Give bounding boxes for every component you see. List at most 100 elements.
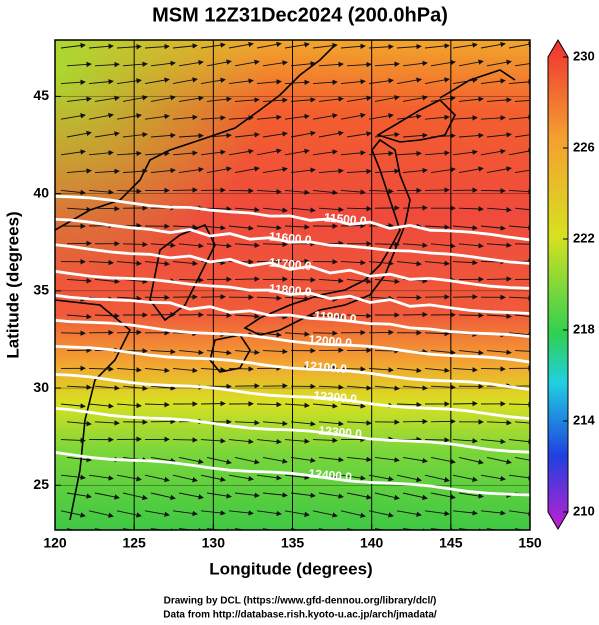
wind-arrow [452,42,478,49]
wind-arrow [284,331,310,337]
wind-arrow [172,150,198,156]
wind-arrow [318,384,344,390]
wind-arrow [508,224,530,231]
wind-arrow [66,420,92,427]
wind-arrow [346,492,372,500]
coastline [149,223,216,322]
wind-arrow [396,510,422,517]
wind-arrow [402,492,428,501]
wind-arrow [374,132,400,138]
wind-arrow [486,242,512,248]
wind-arrow [234,492,260,498]
wind-arrow [318,492,344,499]
wind-arrow [340,43,366,50]
wind-arrow [150,167,176,174]
wind-arrow [234,419,260,426]
wind-arrow [262,348,288,355]
wind-arrow [60,149,86,156]
contour-label: 11500.0 [323,210,367,228]
wind-arrow [284,224,310,230]
wind-arrow [256,332,282,338]
wind-arrow [94,420,120,426]
wind-arrow [94,492,120,500]
wind-arrow [284,438,310,444]
wind-arrow [116,113,142,120]
wind-arrow [290,456,316,463]
wind-arrow [374,61,400,67]
wind-arrow [346,313,372,319]
wind-arrow [318,420,344,427]
wind-arrow [284,510,310,517]
wind-arrow [116,474,142,482]
wind-arrow [94,95,120,102]
wind-arrow [206,349,232,356]
wind-arrow [424,510,450,517]
wind-arrow [508,41,530,49]
wind-arrow [60,42,86,49]
wind-arrow [234,528,260,530]
wind-arrow [262,492,288,498]
wind-arrow [172,260,198,267]
wind-arrow [402,528,428,530]
wind-arrow [368,510,394,518]
wind-arrow [458,456,484,465]
wind-arrow [94,205,120,212]
contour-label: 12300.0 [318,423,363,441]
wind-arrow [144,367,170,374]
wind-arrow [116,260,142,267]
wind-arrow [178,349,204,356]
wind-arrow [480,225,506,231]
wind-arrow [262,207,288,213]
wind-arrow [94,313,120,319]
wind-arrow [508,438,530,445]
coastline [376,99,456,143]
wind-arrow [172,114,198,121]
wind-arrow [116,188,142,194]
wind-arrow [206,243,232,249]
wind-arrow [486,313,512,319]
contour-line [55,373,530,420]
credit-line: Data from http://database.rish.kyoto-u.a… [163,610,437,621]
wind-arrow [178,59,204,67]
wind-arrow [452,367,478,373]
wind-arrow [340,112,366,120]
wind-arrow [144,510,170,517]
wind-arrow [480,115,506,121]
coastline [439,69,516,99]
wind-arrow [312,149,338,156]
wind-arrow [284,296,310,302]
wind-arrow [480,148,506,156]
wind-arrow [368,188,394,194]
wind-arrow [458,166,484,174]
wind-arrow [150,349,176,355]
wind-arrow [116,402,142,409]
wind-arrow [346,61,372,68]
wind-arrow [206,59,232,67]
wind-arrow [178,167,204,174]
wind-arrow [486,132,512,138]
wind-arrow [480,510,506,516]
contour-line [55,450,530,497]
wind-arrow [340,474,366,481]
wind-arrow [234,97,260,103]
wind-arrow [144,401,170,408]
contour-label: 12400.0 [308,466,353,484]
contour-label: 12100.0 [303,358,348,376]
wind-arrow [480,438,506,445]
wind-arrow [150,95,176,102]
colorbar-tick-label: 230 [573,48,595,63]
wind-arrow [312,403,338,409]
wind-arrow [374,278,400,285]
wind-arrow [312,79,338,85]
wind-arrow [88,189,114,195]
wind-arrow [206,492,232,499]
wind-arrow [318,313,344,320]
wind-arrow [368,367,394,373]
wind-arrow [234,456,260,465]
colorbar-tick-label: 214 [573,412,595,427]
wind-arrow [396,367,422,374]
wind-arrow [60,330,86,336]
wind-arrow [346,168,372,175]
wind-arrow [424,114,450,121]
